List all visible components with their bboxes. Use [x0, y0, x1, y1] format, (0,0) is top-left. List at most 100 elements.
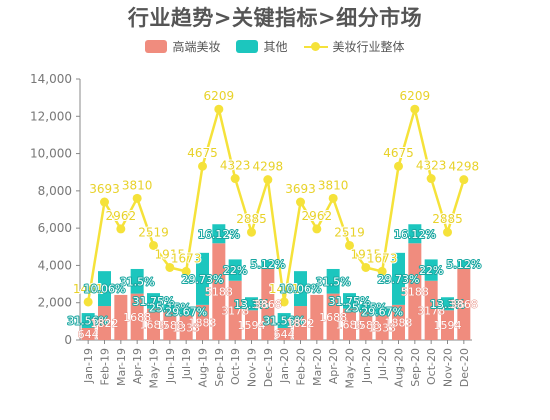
data-label-beauty-industry-total: 4323 [416, 159, 447, 173]
data-label-other: 13.3% [430, 298, 465, 311]
data-label-high-end-beauty: 1688 [123, 311, 151, 324]
x-tick-label: Oct-20 [425, 348, 438, 385]
data-label-other: 5.12% [446, 258, 481, 271]
bar-other [359, 304, 373, 311]
data-label-other: 22% [223, 264, 247, 277]
data-label-other: 25.15% [149, 301, 191, 314]
data-label-beauty-industry-total: 3810 [318, 178, 349, 192]
data-label-beauty-industry-total: 2962 [106, 209, 137, 223]
bar-other [228, 259, 242, 281]
bar-high-end-beauty [130, 293, 144, 340]
legend-item-other[interactable]: 其他 [236, 38, 288, 55]
data-label-beauty-industry-total: 4298 [449, 160, 480, 174]
bar-high-end-beauty [392, 304, 405, 340]
bar-other [130, 268, 144, 294]
bar-other [261, 259, 275, 268]
data-label-high-end-beauty: 5188 [401, 286, 429, 299]
data-label-other: 16.12% [394, 228, 436, 241]
point-beauty-industry-total [394, 161, 403, 171]
y-tick-label: 10,000 [30, 147, 72, 161]
data-label-beauty-industry-total: 2885 [236, 212, 267, 226]
point-beauty-industry-total [312, 224, 322, 234]
bar-high-end-beauty [228, 280, 242, 340]
bar-other [424, 259, 438, 281]
point-beauty-industry-total [263, 175, 273, 185]
chart-title: 行业趋势>关键指标>细分市场 [127, 6, 423, 30]
data-label-high-end-beauty: 1588 [352, 319, 380, 332]
point-beauty-industry-total [345, 240, 354, 250]
data-label-high-end-beauty: 1822 [287, 317, 315, 330]
bar-high-end-beauty [424, 280, 438, 340]
y-tick-label: 6,000 [38, 221, 72, 235]
bar-high-end-beauty [114, 294, 128, 340]
y-tick-label: 4,000 [38, 258, 72, 272]
line-beauty-industry-total [86, 107, 466, 304]
y-tick-label: 8,000 [38, 184, 72, 198]
bar-high-end-beauty [179, 315, 193, 340]
data-label-beauty-industry-total: 4323 [220, 159, 251, 173]
legend-swatch-high-end-beauty [145, 40, 168, 53]
bar-high-end-beauty [163, 310, 177, 340]
y-tick-label: 0 [64, 333, 72, 347]
bar-other [392, 252, 405, 305]
data-label-high-end-beauty: 644 [274, 328, 295, 341]
point-beauty-industry-total [459, 175, 469, 185]
data-label-other: 29.73% [378, 273, 420, 286]
x-tick-label: Dec-20 [458, 348, 471, 387]
legend-item-high-end-beauty[interactable]: 高端美妆 [145, 38, 220, 55]
bar-high-end-beauty [277, 327, 291, 340]
data-label-high-end-beauty: 1333 [172, 322, 200, 335]
x-tick-label: Nov-20 [442, 348, 455, 387]
data-label-beauty-industry-total: 3693 [285, 182, 316, 196]
data-label-other: 13.3% [234, 298, 269, 311]
legend-item-beauty-industry-total[interactable]: 美妆行业整体 [303, 38, 405, 55]
point-beauty-industry-total [377, 266, 387, 276]
data-label-beauty-industry-total: 4298 [253, 160, 284, 174]
data-label-other: 25.15% [345, 301, 387, 314]
data-label-high-end-beauty: 3178 [221, 304, 249, 317]
point-beauty-industry-total [230, 174, 240, 184]
data-label-high-end-beauty: 5188 [205, 286, 233, 299]
data-label-high-end-beauty: 1883 [385, 316, 413, 329]
bar-high-end-beauty [261, 267, 275, 340]
y-tick-label: 12,000 [30, 109, 72, 123]
point-beauty-industry-total [328, 193, 338, 203]
x-tick-label: Feb-19 [99, 348, 112, 385]
x-tick-label: Feb-20 [295, 348, 308, 385]
chart-legend: 高端美妆 其他 美妆行业整体 [0, 38, 550, 55]
x-tick-label: Jul-20 [376, 348, 389, 380]
y-tick-label: 14,000 [30, 72, 72, 86]
data-label-high-end-beauty: 3868 [254, 298, 282, 311]
bar-other [245, 297, 258, 311]
x-tick-label: Jan-19 [82, 348, 95, 384]
axes-group: 0 2,000 4,000 6,000 8,000 10,000 12,000 14,000 J… [30, 72, 472, 389]
bar-high-end-beauty [457, 267, 471, 340]
bar-high-end-beauty [326, 293, 340, 340]
point-beauty-industry-total [296, 197, 305, 207]
x-tick-label: May-20 [344, 348, 357, 389]
data-label-other: 31.5% [120, 275, 155, 288]
data-label-other: 10.06% [84, 283, 126, 296]
data-label-beauty-industry-total: 1673 [171, 251, 202, 265]
data-label-beauty-industry-total: 1461 [269, 282, 300, 296]
data-label-other: 31.75% [133, 295, 175, 308]
x-tick-label: Jun-19 [164, 348, 177, 384]
legend-label-beauty-industry-total: 美妆行业整体 [332, 40, 405, 54]
x-tick-label: Jun-20 [360, 348, 373, 384]
x-tick-label: Apr-19 [131, 348, 144, 384]
x-tick-label: Aug-20 [393, 348, 406, 387]
bar-other [196, 252, 209, 305]
bar-high-end-beauty [375, 315, 389, 340]
bars-group [81, 224, 471, 340]
data-label-beauty-industry-total: 3810 [122, 178, 153, 192]
y-tick-label: 2,000 [38, 296, 72, 310]
bar-high-end-beauty [212, 243, 226, 340]
legend-swatch-other [236, 40, 259, 53]
x-tick-label: Mar-19 [115, 348, 128, 386]
point-beauty-industry-total [214, 104, 224, 114]
data-label-high-end-beauty: 3868 [450, 298, 478, 311]
bar-high-end-beauty [408, 243, 422, 340]
data-label-high-end-beauty: 1594 [238, 319, 266, 332]
bar-high-end-beauty [310, 294, 324, 340]
